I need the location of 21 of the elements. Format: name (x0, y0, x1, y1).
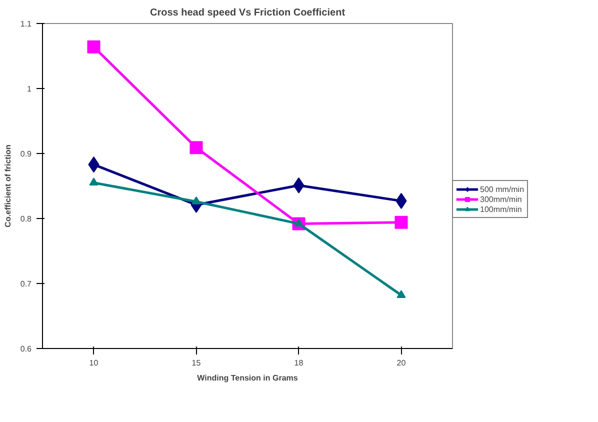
x-tick-label: 20 (396, 358, 406, 368)
x-tick-label: 10 (89, 358, 99, 368)
x-tick-label: 18 (294, 358, 304, 368)
x-tick-label: 15 (192, 358, 202, 368)
y-tick-label: 0.9 (20, 150, 32, 158)
point (87, 40, 100, 54)
legend-label: 300mm/min (480, 194, 522, 204)
x-axis-title: Winding Tension in Grams (197, 374, 298, 382)
y-tick-label: 0.7 (20, 280, 32, 288)
legend-label: 100mm/min (480, 204, 522, 214)
y-tick-label: 1.1 (20, 20, 32, 28)
y-tick-label: 1 (27, 84, 32, 94)
y-tick-label: 0.8 (20, 214, 32, 224)
y-tick-label: 0.6 (20, 344, 32, 354)
point (396, 290, 406, 298)
legend-label: 500 mm/min (480, 184, 524, 194)
chart-title: Cross head speed Vs Friction Coefficient (150, 8, 346, 18)
y-axis-title: Co.efficient of friction (3, 144, 12, 228)
point (394, 216, 408, 229)
point (89, 178, 98, 186)
point (190, 141, 203, 154)
